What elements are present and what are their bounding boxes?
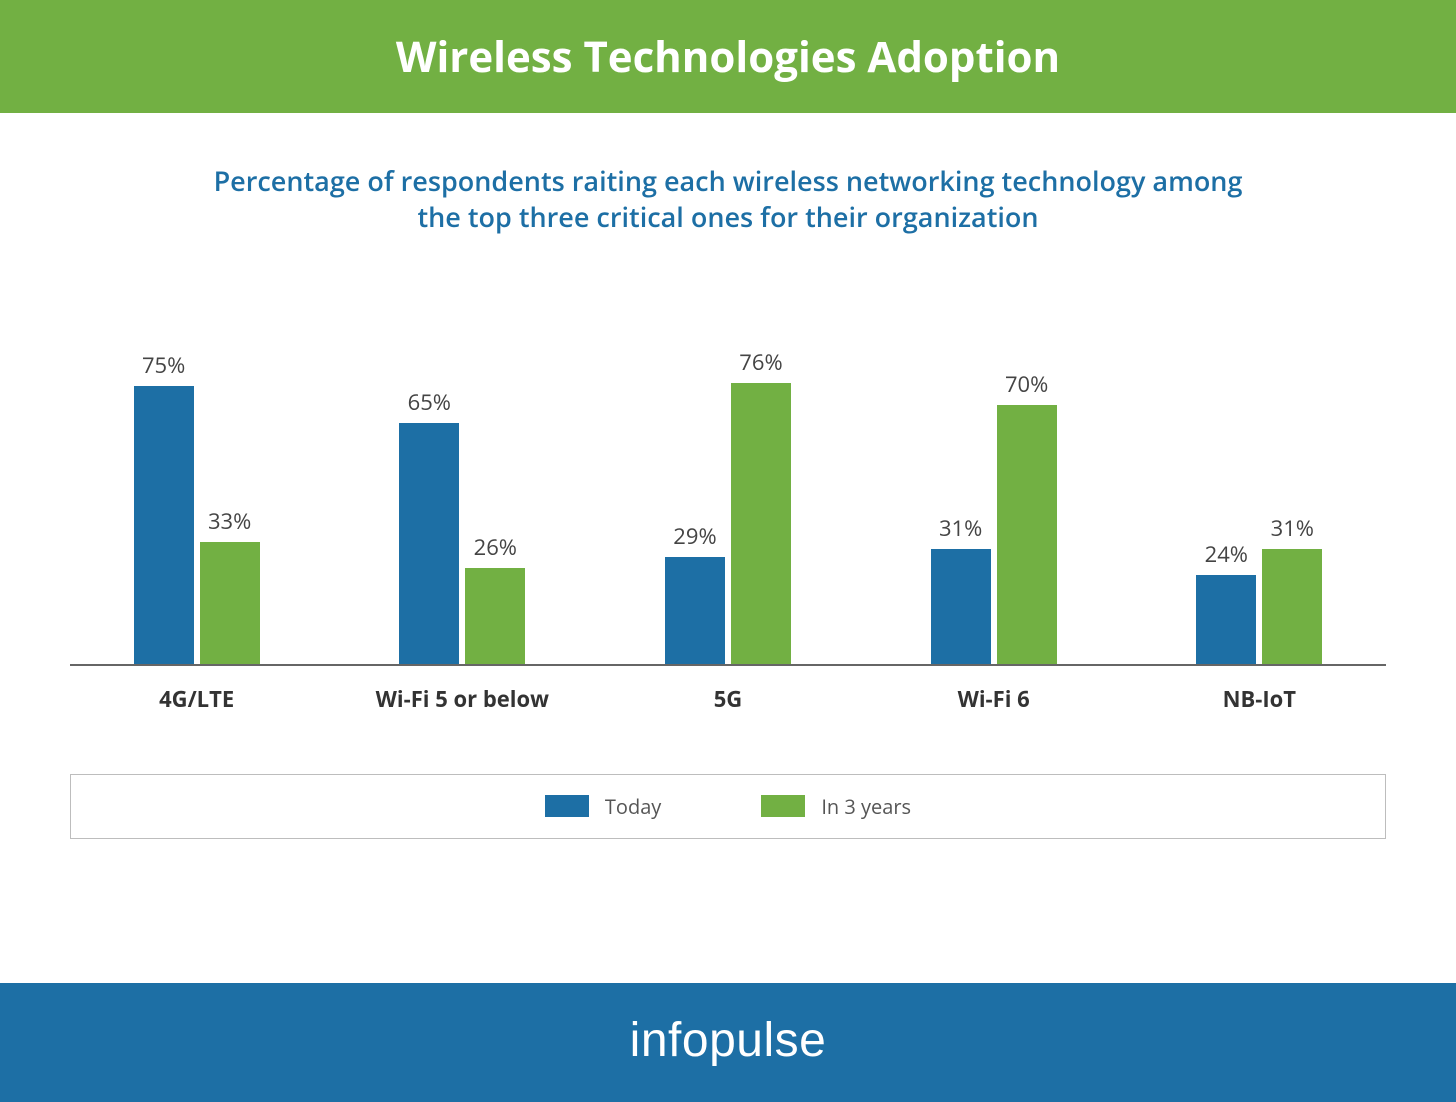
chart-subtitle: Percentage of respondents raiting each w… [203, 163, 1253, 236]
bar-value-label: 31% [1271, 513, 1314, 543]
title-bar: Wireless Technologies Adoption [0, 0, 1456, 113]
category-label: 5G [611, 684, 844, 714]
category-row: 4G/LTE Wi-Fi 5 or below 5G Wi-Fi 6 NB-IoT [70, 666, 1386, 714]
bar [399, 423, 459, 664]
bar-value-label: 33% [208, 506, 251, 536]
bar-group: 24% 31% [1143, 513, 1376, 664]
bar-group: 31% 70% [877, 369, 1110, 664]
bar [465, 568, 525, 664]
legend-swatch [545, 795, 589, 817]
bar-wrap: 29% [665, 521, 725, 664]
content-area: Percentage of respondents raiting each w… [0, 113, 1456, 983]
category-label: NB-IoT [1143, 684, 1376, 714]
bar-wrap: 24% [1196, 539, 1256, 664]
legend-item: Today [545, 793, 661, 820]
bar-wrap: 31% [931, 513, 991, 664]
bar-wrap: 33% [200, 506, 260, 664]
bar-value-label: 76% [739, 347, 782, 377]
bar [997, 405, 1057, 664]
legend-label: In 3 years [821, 793, 911, 820]
bar-value-label: 24% [1205, 539, 1248, 569]
bar-value-label: 29% [673, 521, 716, 551]
legend-item: In 3 years [761, 793, 911, 820]
legend: Today In 3 years [70, 774, 1386, 839]
bar [665, 557, 725, 664]
footer-logo: infopulse [0, 983, 1456, 1102]
bar-value-label: 31% [939, 513, 982, 543]
bar-wrap: 26% [465, 532, 525, 664]
category-label: Wi-Fi 6 [877, 684, 1110, 714]
bar-group: 75% 33% [80, 350, 313, 664]
bar [1262, 549, 1322, 664]
bar-wrap: 75% [134, 350, 194, 664]
bars-row: 75% 33% 65% 26% 29% 76% 31% 70% 24% 31% [70, 296, 1386, 666]
category-label: 4G/LTE [80, 684, 313, 714]
bar-value-label: 65% [408, 387, 451, 417]
bar-wrap: 70% [997, 369, 1057, 664]
bar-value-label: 70% [1005, 369, 1048, 399]
bar [134, 386, 194, 664]
bar [200, 542, 260, 664]
bar-wrap: 76% [731, 347, 791, 664]
category-label: Wi-Fi 5 or below [346, 684, 579, 714]
bar-wrap: 31% [1262, 513, 1322, 664]
legend-label: Today [605, 793, 661, 820]
bar-group: 29% 76% [611, 347, 844, 664]
bar [931, 549, 991, 664]
bar [731, 383, 791, 664]
bar [1196, 575, 1256, 664]
chart-area: 75% 33% 65% 26% 29% 76% 31% 70% 24% 31% 4G/LTE Wi-… [70, 296, 1386, 953]
bar-value-label: 75% [142, 350, 185, 380]
bar-wrap: 65% [399, 387, 459, 664]
legend-swatch [761, 795, 805, 817]
bar-value-label: 26% [474, 532, 517, 562]
bar-group: 65% 26% [346, 387, 579, 664]
